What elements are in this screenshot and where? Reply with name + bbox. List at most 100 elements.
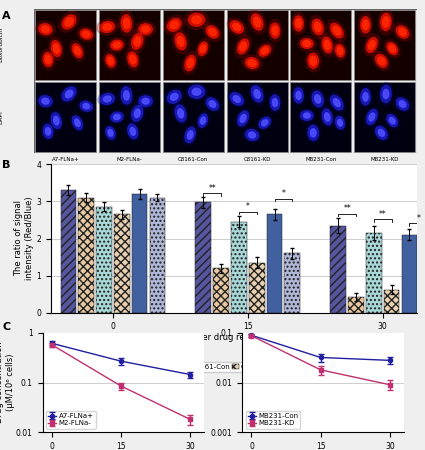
Ellipse shape — [296, 19, 301, 28]
Bar — [163, 10, 224, 80]
Ellipse shape — [337, 47, 343, 54]
Ellipse shape — [209, 28, 216, 36]
Ellipse shape — [331, 95, 343, 110]
Ellipse shape — [71, 113, 84, 132]
Ellipse shape — [292, 86, 305, 105]
Ellipse shape — [259, 117, 271, 128]
Ellipse shape — [37, 94, 54, 108]
Ellipse shape — [373, 51, 390, 70]
Ellipse shape — [142, 26, 150, 32]
Ellipse shape — [177, 36, 184, 46]
Ellipse shape — [175, 33, 186, 50]
Text: *: * — [246, 202, 250, 211]
Bar — [114, 214, 130, 313]
Ellipse shape — [399, 101, 406, 107]
Ellipse shape — [364, 34, 380, 56]
Ellipse shape — [108, 57, 113, 64]
Ellipse shape — [361, 89, 370, 105]
Bar — [99, 82, 160, 152]
Ellipse shape — [139, 24, 152, 35]
Ellipse shape — [300, 111, 313, 121]
Ellipse shape — [245, 58, 259, 68]
Ellipse shape — [235, 36, 251, 58]
Ellipse shape — [236, 108, 250, 128]
Text: *: * — [416, 214, 420, 223]
Ellipse shape — [65, 18, 73, 26]
Ellipse shape — [240, 114, 246, 122]
Ellipse shape — [103, 24, 112, 30]
Ellipse shape — [230, 21, 244, 33]
Ellipse shape — [389, 117, 395, 124]
Ellipse shape — [366, 109, 377, 125]
Ellipse shape — [322, 109, 332, 125]
Ellipse shape — [312, 91, 323, 107]
Ellipse shape — [42, 26, 49, 32]
Ellipse shape — [119, 11, 134, 36]
Text: DAPI: DAPI — [0, 110, 3, 124]
Ellipse shape — [361, 17, 370, 33]
Ellipse shape — [315, 95, 320, 103]
Ellipse shape — [43, 124, 53, 139]
Ellipse shape — [261, 47, 268, 54]
Ellipse shape — [272, 99, 278, 107]
Ellipse shape — [70, 40, 85, 61]
Bar — [78, 198, 94, 313]
Ellipse shape — [119, 84, 133, 107]
Ellipse shape — [299, 109, 315, 122]
Ellipse shape — [379, 82, 393, 105]
Ellipse shape — [80, 29, 92, 39]
Ellipse shape — [185, 55, 196, 71]
Ellipse shape — [363, 20, 368, 30]
Ellipse shape — [385, 40, 400, 58]
Ellipse shape — [80, 101, 92, 111]
Ellipse shape — [309, 15, 326, 39]
Bar — [354, 10, 415, 80]
Ellipse shape — [51, 40, 61, 57]
Ellipse shape — [206, 98, 219, 110]
Text: **: ** — [343, 204, 351, 213]
Bar — [290, 82, 351, 152]
Ellipse shape — [100, 94, 114, 104]
Ellipse shape — [334, 114, 346, 131]
Ellipse shape — [170, 21, 178, 29]
Ellipse shape — [173, 102, 188, 125]
Ellipse shape — [104, 125, 117, 141]
Ellipse shape — [303, 113, 310, 118]
Ellipse shape — [378, 57, 385, 65]
Ellipse shape — [325, 113, 330, 121]
Ellipse shape — [45, 55, 51, 63]
Ellipse shape — [248, 60, 256, 66]
Ellipse shape — [125, 49, 140, 70]
Ellipse shape — [39, 96, 52, 107]
Ellipse shape — [98, 92, 117, 106]
Ellipse shape — [251, 14, 263, 30]
Ellipse shape — [328, 20, 346, 41]
Ellipse shape — [121, 15, 132, 32]
Text: **: ** — [208, 184, 216, 193]
Ellipse shape — [374, 124, 389, 141]
Ellipse shape — [134, 109, 140, 117]
Ellipse shape — [387, 115, 398, 126]
Ellipse shape — [104, 52, 117, 70]
Bar — [35, 10, 96, 80]
Ellipse shape — [39, 24, 52, 35]
Ellipse shape — [233, 23, 241, 31]
Ellipse shape — [394, 23, 411, 41]
Ellipse shape — [303, 40, 311, 46]
Ellipse shape — [167, 90, 181, 103]
Ellipse shape — [254, 90, 260, 98]
Ellipse shape — [183, 125, 197, 145]
Ellipse shape — [175, 105, 186, 122]
Ellipse shape — [381, 14, 391, 31]
Ellipse shape — [192, 16, 201, 24]
Ellipse shape — [192, 88, 201, 95]
Ellipse shape — [187, 131, 193, 139]
Ellipse shape — [335, 117, 345, 129]
Ellipse shape — [123, 18, 130, 28]
Ellipse shape — [200, 45, 206, 53]
Ellipse shape — [60, 85, 78, 104]
Ellipse shape — [334, 41, 346, 60]
Ellipse shape — [129, 30, 145, 53]
Ellipse shape — [49, 37, 64, 60]
Ellipse shape — [124, 91, 129, 100]
